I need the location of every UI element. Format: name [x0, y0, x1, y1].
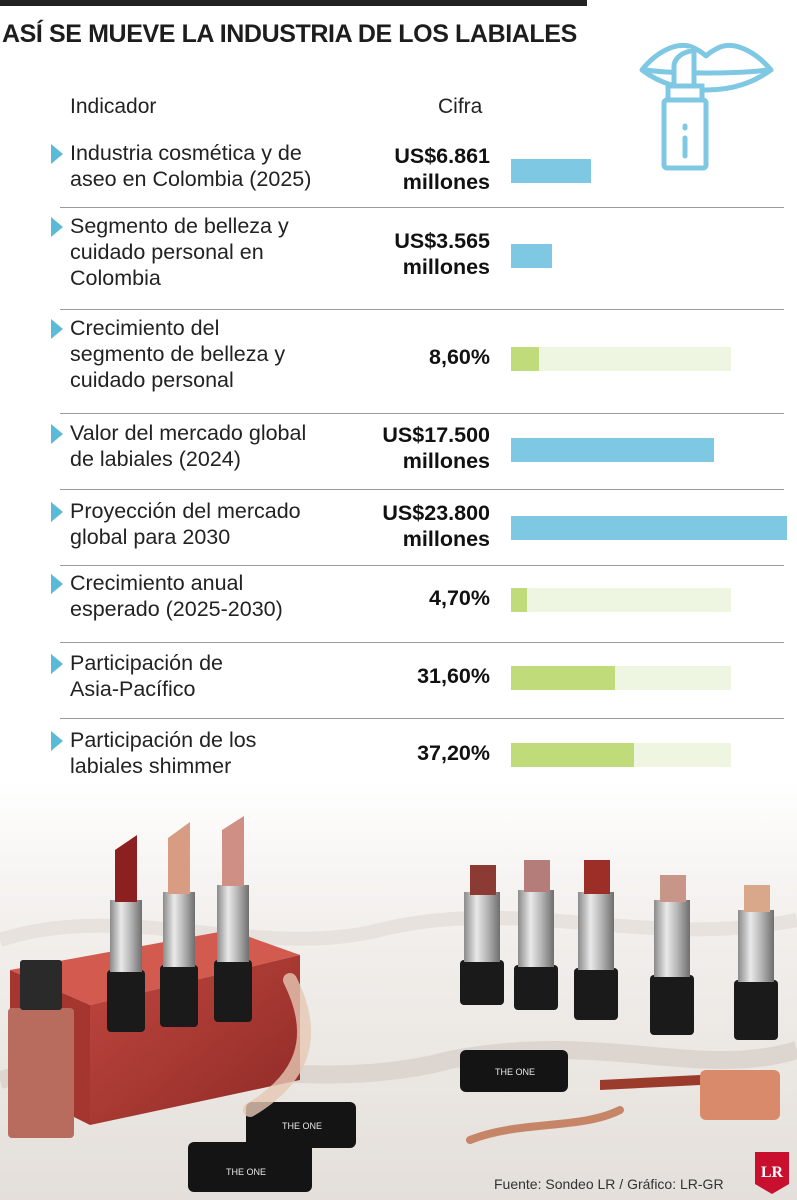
row-arrow-icon [51, 502, 63, 522]
indicator-value-line: US$17.500 [382, 423, 490, 447]
indicator-value: 4,70% [350, 585, 490, 611]
percent-bar [511, 743, 634, 767]
row-divider [60, 718, 784, 719]
bar-track [511, 347, 731, 371]
row-arrow-icon [51, 217, 63, 237]
indicator-value: 31,60% [350, 663, 490, 689]
row-divider [60, 309, 784, 310]
indicator-value: 8,60% [350, 344, 490, 370]
row-divider [60, 642, 784, 643]
lips-lipstick-icon [639, 42, 774, 171]
header-indicator: Indicador [70, 95, 157, 118]
row-arrow-icon [51, 319, 63, 339]
lr-logo-text: LR [761, 1164, 784, 1181]
indicator-value: US$3.565 millones [350, 228, 490, 280]
usd-bar [511, 516, 787, 540]
indicator-value-line: 8,60% [429, 345, 490, 369]
indicator-label-line: labiales shimmer [70, 754, 232, 778]
indicator-label-line: Crecimiento del [70, 316, 220, 340]
percent-bar [511, 588, 527, 612]
indicator-label: Crecimiento anual esperado (2025-2030) [70, 570, 360, 622]
photo-brand-3: THE ONE [226, 1167, 266, 1177]
chart-title: ASÍ SE MUEVE LA INDUSTRIA DE LOS LABIALE… [2, 20, 577, 48]
indicator-value-line: millones [402, 449, 490, 473]
indicator-value-line: 31,60% [417, 664, 490, 688]
indicator-label: Valor del mercado global de labiales (202… [70, 420, 360, 472]
indicator-label-line: Colombia [70, 266, 161, 290]
indicator-value-line: millones [402, 255, 490, 279]
bar-track [511, 588, 731, 612]
row-divider [60, 207, 784, 208]
usd-bar [511, 244, 553, 268]
indicator-label: Participación de los labiales shimmer [70, 727, 360, 779]
row-arrow-icon [51, 574, 63, 594]
indicator-label: Participación de Asia-Pacífico [70, 650, 360, 702]
source-credit: Fuente: Sondeo LR / Gráfico: LR-GR [494, 1176, 724, 1192]
row-arrow-icon [51, 654, 63, 674]
indicator-label-line: de labiales (2024) [70, 447, 241, 471]
indicator-value-line: 37,20% [417, 741, 490, 765]
indicator-value: 37,20% [350, 740, 490, 766]
indicator-label-line: Crecimiento anual [70, 571, 244, 595]
indicator-label-line: esperado (2025-2030) [70, 597, 283, 621]
indicator-label-line: cuidado personal en [70, 240, 264, 264]
indicator-value: US$23.800 millones [350, 500, 490, 552]
usd-bar [511, 159, 591, 183]
indicator-value-line: US$6.861 [394, 144, 490, 168]
indicator-value-line: millones [402, 527, 490, 551]
indicator-value: US$6.861 millones [350, 143, 490, 195]
indicator-label-line: cuidado personal [70, 368, 234, 392]
indicator-label-line: segmento de belleza y [70, 342, 286, 366]
photo-brand-2: THE ONE [282, 1121, 322, 1131]
indicator-label-line: Participación de los [70, 728, 257, 752]
indicator-label-line: Proyección del mercado [70, 499, 301, 523]
lr-logo: LR [755, 1152, 789, 1194]
usd-bar [511, 438, 714, 462]
indicator-label-line: global para 2030 [70, 525, 231, 549]
indicator-label-line: Segmento de belleza y [70, 214, 289, 238]
lipstick-product-photo: THE ONE THE ONE THE ONE [0, 780, 797, 1200]
row-divider [60, 565, 784, 566]
row-arrow-icon [51, 424, 63, 444]
indicator-label-line: Industria cosmética y de [70, 141, 302, 165]
header-cifra: Cifra [438, 95, 483, 118]
percent-bar [511, 666, 616, 690]
indicator-label: Crecimiento del segmento de belleza y cuid… [70, 315, 360, 393]
row-divider [60, 413, 784, 414]
indicator-label-line: Valor del mercado global [70, 421, 307, 445]
indicator-value-line: US$3.565 [394, 229, 490, 253]
row-arrow-icon [51, 144, 63, 164]
row-divider [60, 489, 784, 490]
top-rule [0, 0, 587, 6]
indicator-value-line: 4,70% [429, 586, 490, 610]
indicator-value-line: millones [402, 170, 490, 194]
indicator-label-line: Asia-Pacífico [70, 677, 196, 701]
indicator-label: Segmento de belleza y cuidado personal en… [70, 213, 360, 291]
indicator-label: Industria cosmética y de aseo en Colombia… [70, 140, 360, 192]
indicator-value-line: US$23.800 [382, 501, 490, 525]
indicator-label: Proyección del mercado global para 2030 [70, 498, 360, 550]
indicator-label-line: Participación de [70, 651, 223, 675]
indicator-value: US$17.500 millones [350, 422, 490, 474]
indicator-label-line: aseo en Colombia (2025) [70, 167, 312, 191]
row-arrow-icon [51, 731, 63, 751]
photo-brand-1: THE ONE [495, 1067, 535, 1077]
percent-bar [511, 347, 540, 371]
